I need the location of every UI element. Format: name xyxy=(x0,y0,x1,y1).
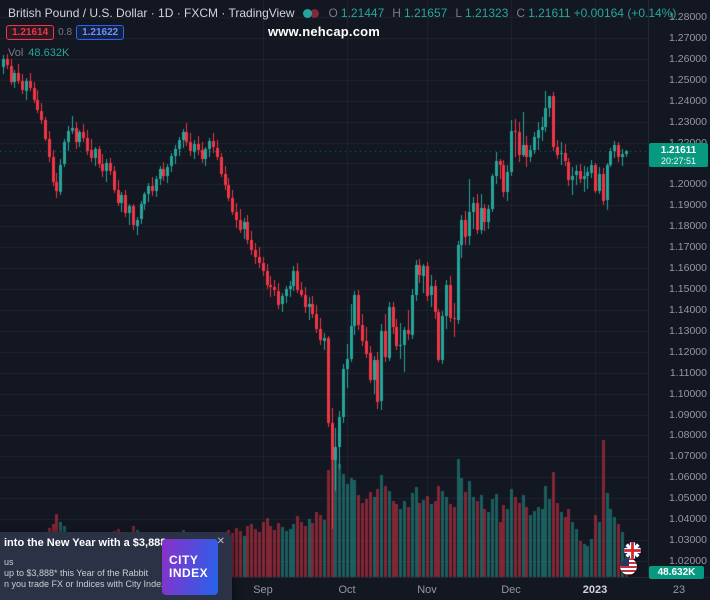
price-tick-label: 1.07000 xyxy=(669,450,707,463)
volume-legend: Vol 48.632K xyxy=(8,47,69,59)
ad-close-button[interactable]: ✕ xyxy=(216,536,225,547)
promo-text-1: us xyxy=(4,557,14,567)
time-tick-label: Nov xyxy=(417,584,437,596)
price-tick-label: 1.23000 xyxy=(669,115,707,128)
price-tick-label: 1.11000 xyxy=(669,366,707,379)
chart-legend: British Pound / U.S. Dollar · 1D · FXCM … xyxy=(8,5,676,21)
change-value: +0.00164 (+0.14%) xyxy=(573,6,677,20)
sell-bid-button[interactable]: 1.21614 xyxy=(6,25,55,40)
time-tick-label: Oct xyxy=(338,584,356,596)
price-tick-label: 1.08000 xyxy=(669,429,707,442)
price-axis[interactable]: 1.28000 1.27000 1.26000 1.25000 1.24000 1.230… xyxy=(648,0,710,578)
high-value: 1.21657 xyxy=(403,6,448,20)
volume-axis-badge: 48.632K xyxy=(649,566,704,579)
price-tick-label: 1.28000 xyxy=(669,11,707,23)
volume-value: 48.632K xyxy=(28,47,70,59)
us-flag-icon xyxy=(620,558,637,575)
symbol-title[interactable]: British Pound / U.S. Dollar · 1D · FXCM … xyxy=(8,6,295,20)
promo-text-2: up to $3,888* this Year of the Rabbit xyxy=(4,568,149,578)
candle-color-toggle[interactable] xyxy=(302,8,319,18)
gb-flag-icon xyxy=(624,542,641,559)
price-tick-label: 1.13000 xyxy=(669,324,707,337)
price-tick-label: 1.03000 xyxy=(669,534,707,547)
price-tick-label: 1.20000 xyxy=(669,178,707,191)
down-color-dot-icon xyxy=(309,8,319,18)
price-tick-label: 1.12000 xyxy=(669,345,707,358)
promo-headline: into the New Year with a $3,888 xyxy=(4,537,167,549)
price-tick-label: 1.17000 xyxy=(669,241,707,254)
time-tick-label: Dec xyxy=(501,584,521,596)
logo-word-2: INDEX xyxy=(169,566,209,580)
close-label: C xyxy=(516,6,526,20)
price-tick-label: 1.05000 xyxy=(669,492,707,505)
buy-ask-button[interactable]: 1.21622 xyxy=(76,25,125,40)
watermark-text: www.nehcap.com xyxy=(267,24,381,39)
price-tick-label: 1.27000 xyxy=(669,31,707,44)
time-tick-label: 23 xyxy=(672,584,686,596)
logo-word-1: CITY xyxy=(169,553,199,567)
symbol-flags xyxy=(616,542,648,578)
open-value: 1.21447 xyxy=(340,6,385,20)
price-tick-label: 1.16000 xyxy=(669,262,707,275)
price-tick-label: 1.09000 xyxy=(669,408,707,421)
price-tick-label: 1.06000 xyxy=(669,471,707,484)
price-tick-label: 1.10000 xyxy=(669,387,707,400)
time-tick-label: 2023 xyxy=(582,584,608,596)
close-value: 1.21611 xyxy=(528,6,571,20)
promo-banner[interactable]: into the New Year with a $3,888 us up to… xyxy=(0,532,232,600)
price-tick-label: 1.19000 xyxy=(669,199,707,212)
volume-label: Vol xyxy=(8,47,24,59)
price-tick-label: 1.25000 xyxy=(669,73,707,86)
promo-text-3: n you trade FX or Indices with City Inde… xyxy=(4,579,169,589)
price-tick-label: 1.18000 xyxy=(669,220,707,233)
time-tick-label: Sep xyxy=(253,584,273,596)
city-index-logo[interactable]: CITY INDEX xyxy=(162,539,218,595)
price-tick-label: 1.24000 xyxy=(669,94,707,107)
price-tick-label: 1.14000 xyxy=(669,303,707,316)
price-tick-label: 1.26000 xyxy=(669,52,707,65)
price-tick-label: 1.02000 xyxy=(669,555,707,567)
current-price-badge: 1.21611 20:27:51 xyxy=(649,143,708,167)
bid-ask-row: 1.21614 0.8 1.21622 xyxy=(6,25,125,40)
price-tick-label: 1.04000 xyxy=(669,513,707,526)
bar-close-countdown: 20:27:51 xyxy=(660,156,697,166)
low-label: L xyxy=(455,6,463,20)
open-label: O xyxy=(328,6,338,20)
current-price-value: 1.21611 xyxy=(660,145,697,156)
high-label: H xyxy=(392,6,401,20)
spread-value: 0.8 xyxy=(58,27,73,38)
price-tick-label: 1.15000 xyxy=(669,283,707,295)
up-color-dot-icon xyxy=(302,8,312,18)
low-value: 1.21323 xyxy=(465,6,509,20)
